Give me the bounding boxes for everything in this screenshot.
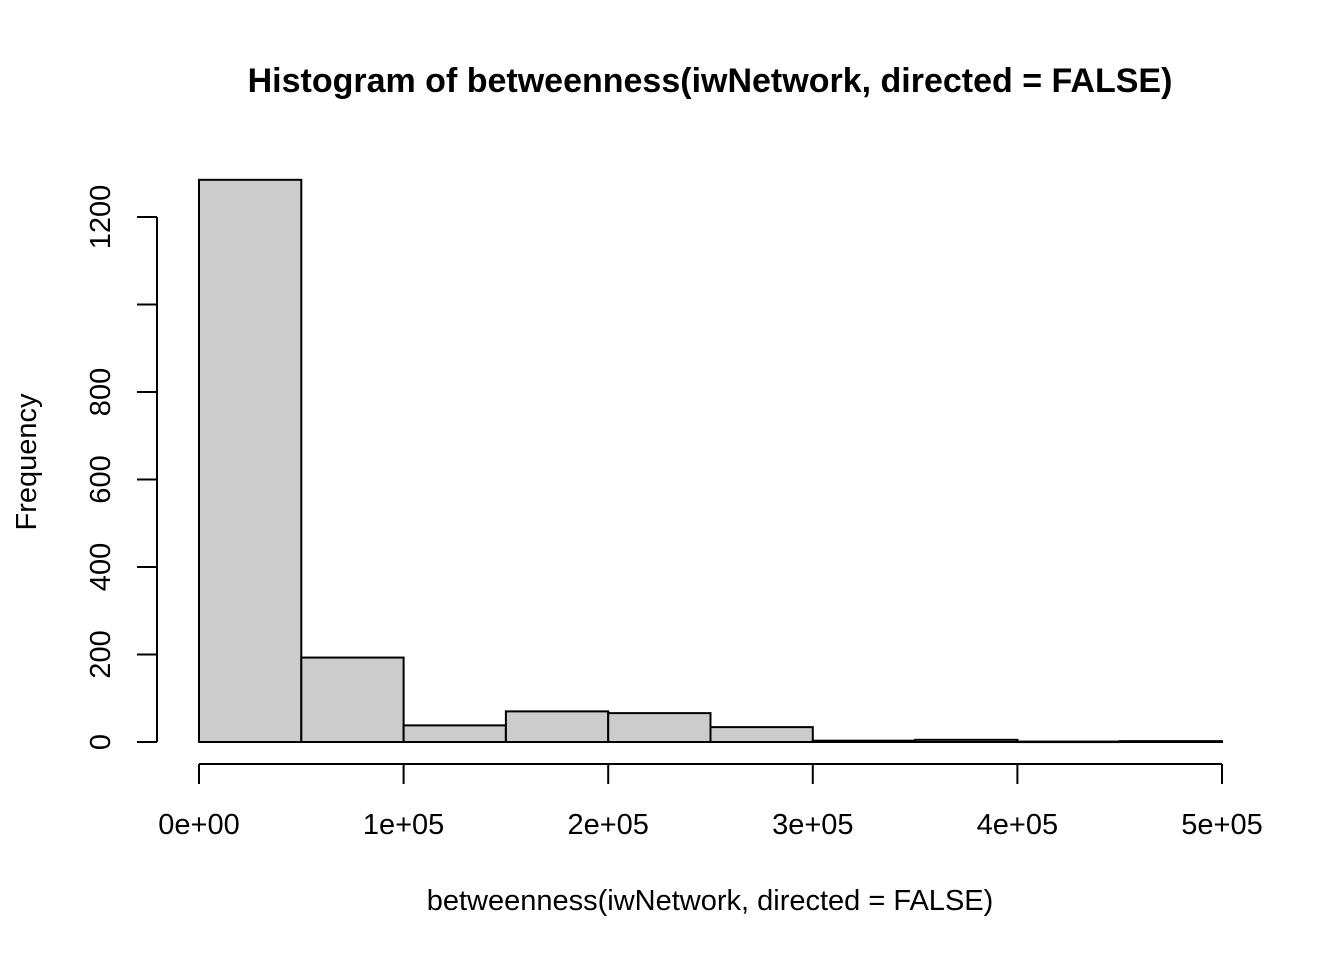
- y-tick-label: 0: [85, 734, 117, 750]
- histogram-bar: [709, 726, 814, 743]
- histogram-bar: [1016, 740, 1121, 744]
- histogram-bar: [300, 656, 405, 743]
- y-tick-label: 400: [85, 543, 117, 591]
- y-tick-label: 1200: [85, 185, 117, 250]
- bars-group: [198, 178, 1223, 744]
- x-tick-label: 1e+05: [363, 809, 444, 841]
- y-axis-label: Frequency: [11, 393, 43, 531]
- y-tick-label: 200: [85, 630, 117, 678]
- x-axis-label: betweenness(iwNetwork, directed = FALSE): [427, 885, 994, 917]
- x-tick-label: 5e+05: [1181, 809, 1262, 841]
- x-tick-label: 4e+05: [977, 809, 1058, 841]
- x-tick-label: 0e+00: [158, 809, 239, 841]
- y-tick-label: 600: [85, 455, 117, 503]
- x-axis: 0e+00 1e+05 2e+05 3e+05 4e+05 5e+05: [158, 763, 1263, 841]
- x-tick-label: 3e+05: [772, 809, 853, 841]
- histogram-bar: [402, 724, 507, 743]
- chart-title: Histogram of betweenness(iwNetwork, dire…: [248, 62, 1173, 100]
- histogram-bar: [811, 739, 917, 743]
- histogram-bar: [1118, 740, 1223, 743]
- histogram-bar: [198, 178, 303, 743]
- x-tick-label: 2e+05: [567, 809, 648, 841]
- y-axis: 0 200 400 600 800 1200: [85, 185, 158, 750]
- histogram-bar: [504, 710, 610, 743]
- y-tick-label: 800: [85, 368, 117, 416]
- histogram-bar: [607, 712, 712, 743]
- histogram-bar: [914, 738, 1019, 743]
